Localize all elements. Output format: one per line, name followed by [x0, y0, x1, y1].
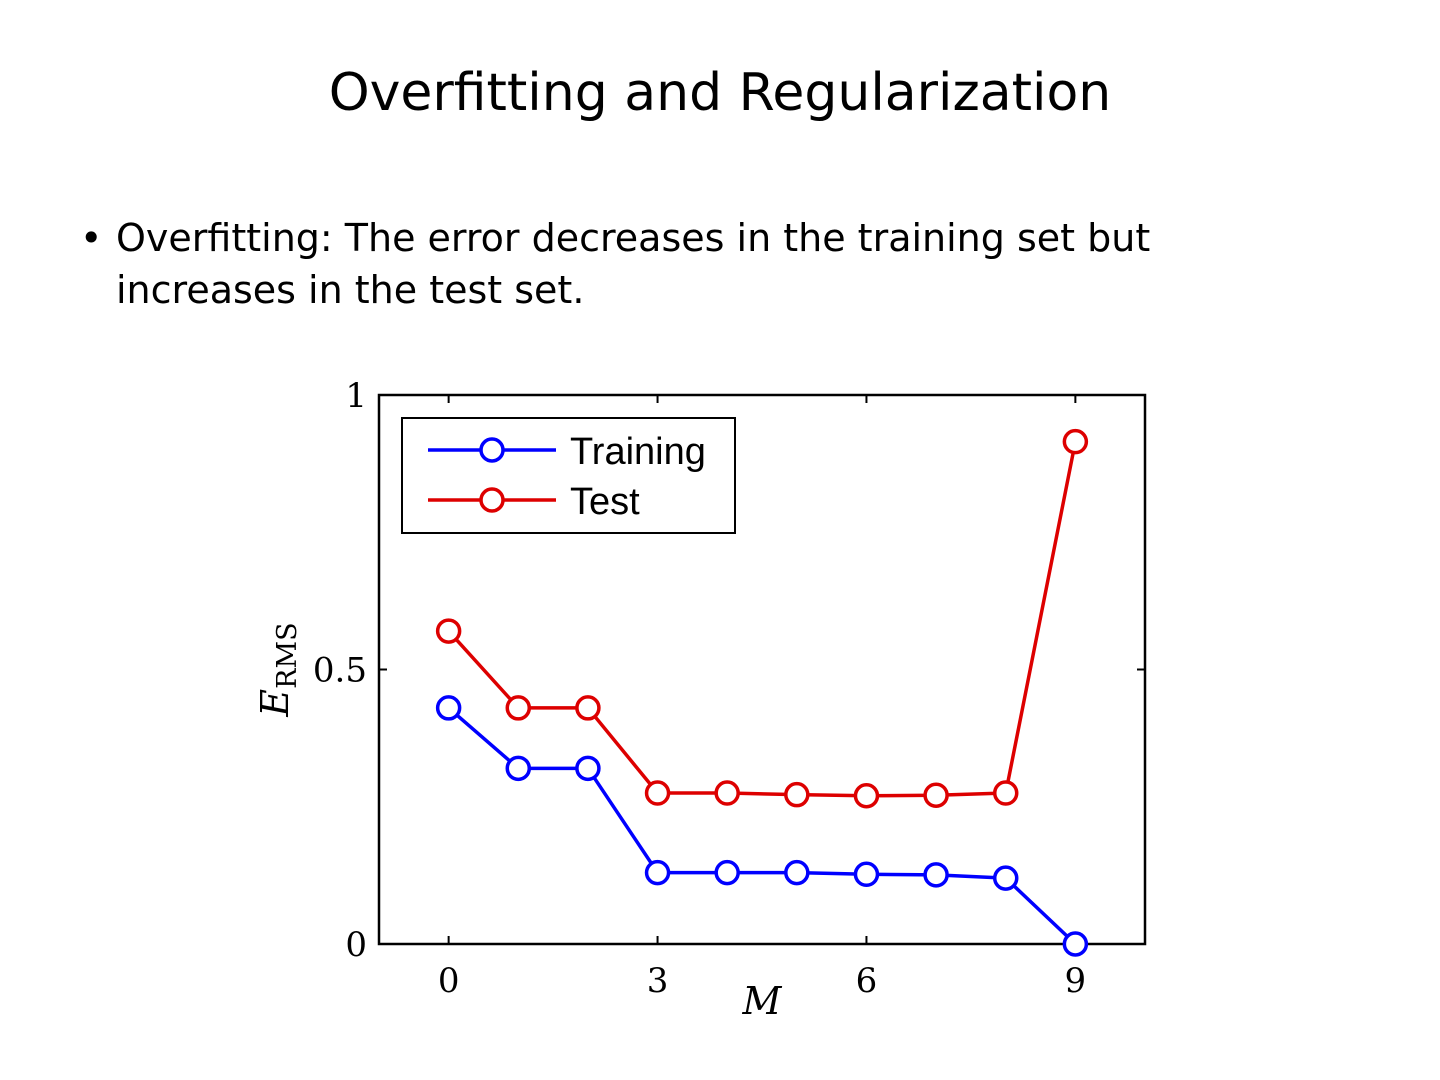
- test-data-point: [575, 695, 601, 721]
- bullet-list: • Overfitting: The error decreases in th…: [80, 212, 1280, 316]
- test-data-point: [1062, 428, 1089, 455]
- test-data-point: [435, 618, 462, 644]
- test-legend-label: Test: [570, 481, 640, 523]
- test-data-point: [644, 780, 671, 806]
- y-axis-label: ERMS: [253, 622, 303, 717]
- training-data-point: [992, 865, 1019, 891]
- bullet-marker: •: [80, 216, 103, 260]
- test-data-point: [505, 695, 532, 721]
- legend: Training Test: [401, 417, 736, 534]
- training-data-point: [853, 861, 880, 888]
- y-tick-label: 0.5: [313, 651, 367, 691]
- y-tick-label: 0: [345, 925, 367, 965]
- x-axis-label: M: [742, 979, 783, 1023]
- legend-box: [401, 417, 736, 534]
- y-tick-label: 1: [345, 376, 367, 416]
- y-axis-label-sub: RMS: [272, 622, 303, 688]
- y-axis-label-main: E: [253, 689, 297, 718]
- training-series-line: [447, 706, 1077, 946]
- training-data-point: [714, 859, 740, 886]
- bullet-text: Overfitting: The error decreases in the …: [116, 216, 1151, 312]
- training-legend-marker: [479, 437, 505, 463]
- training-data-point: [923, 862, 949, 888]
- training-legend-label: Training: [570, 431, 706, 473]
- test-data-point: [992, 780, 1019, 806]
- x-tick-label: 3: [647, 961, 669, 1001]
- training-data-point: [1062, 931, 1089, 957]
- x-tick-label: 6: [856, 961, 878, 1001]
- test-data-point: [923, 782, 949, 808]
- bullet-item: • Overfitting: The error decreases in th…: [80, 212, 1280, 316]
- test-data-point: [714, 780, 740, 806]
- training-data-point: [505, 755, 532, 782]
- test-series-line: [447, 441, 1078, 798]
- training-data-point: [784, 859, 810, 886]
- test-data-point: [853, 783, 880, 809]
- training-data-point: [575, 755, 601, 782]
- slide-title: Overfitting and Regularization: [328, 63, 1112, 123]
- training-data-point: [435, 695, 462, 721]
- x-tick-label: 0: [438, 961, 460, 1001]
- training-data-point: [644, 859, 671, 886]
- x-tick-label: 9: [1065, 961, 1087, 1001]
- test-legend-marker: [479, 487, 505, 513]
- test-data-point: [784, 781, 810, 808]
